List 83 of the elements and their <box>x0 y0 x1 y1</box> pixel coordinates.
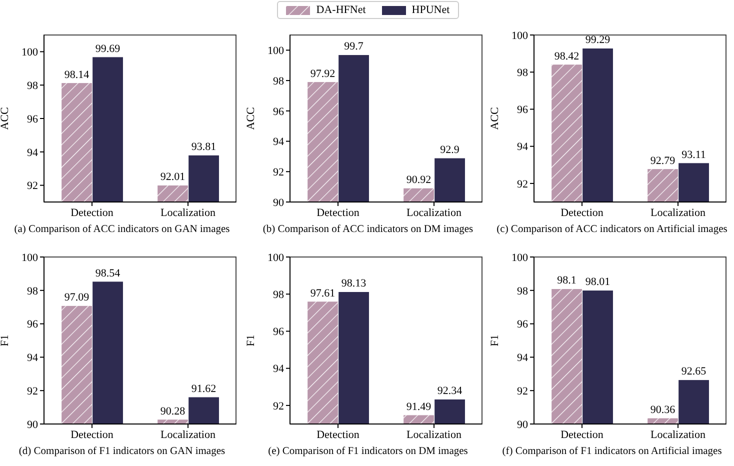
y-tick-label: 100 <box>268 45 284 58</box>
data-label: 98.14 <box>64 68 90 81</box>
y-tick-label: 94 <box>273 363 284 376</box>
data-label: 98.1 <box>557 274 576 287</box>
data-label: 92.34 <box>437 385 463 398</box>
y-tick-label: 94 <box>273 136 284 148</box>
x-tick-label: Detection <box>560 206 604 219</box>
y-tick-label: 100 <box>22 46 38 59</box>
data-label: 92.79 <box>650 154 676 167</box>
data-label: 98.54 <box>95 267 121 280</box>
x-tick-label: Detection <box>316 428 360 441</box>
y-tick-label: 92 <box>517 178 528 190</box>
x-tick-label: Localization <box>406 206 462 219</box>
x-tick-label: Detection <box>70 206 114 219</box>
y-tick-label: 92 <box>27 386 38 398</box>
legend-label: DA-HFNet <box>316 4 366 16</box>
y-tick-label: 96 <box>273 326 284 338</box>
x-tick-label: Detection <box>70 428 114 441</box>
y-tick-label: 94 <box>517 352 528 364</box>
data-label: 92.9 <box>440 144 460 156</box>
y-tick-label: 94 <box>27 146 38 159</box>
data-label: 98.01 <box>585 276 610 288</box>
y-tick-label: 98 <box>517 285 528 298</box>
text: (d) Comparison of F1 indicators on GAN images <box>18 446 226 457</box>
text: (e) Comparison of F1 indicators on DM images <box>267 446 469 457</box>
data-label: 97.61 <box>310 287 336 300</box>
data-label: 98.13 <box>341 278 367 290</box>
data-label: 92.01 <box>160 171 186 184</box>
text: (f) Comparison of F1 indicators on Artificial images <box>501 446 723 457</box>
data-label: 97.92 <box>310 68 336 80</box>
x-tick-label: Localization <box>406 428 462 441</box>
text: (c) Comparison of ACC indicators on Artificial images <box>496 224 728 235</box>
y-tick-label: 100 <box>512 252 528 264</box>
y-tick-label: 98 <box>27 80 38 92</box>
data-label: 99.29 <box>585 34 611 46</box>
y-tick-label: 98 <box>27 285 38 298</box>
x-tick-label: Detection <box>560 428 604 441</box>
y-tick-label: 92 <box>273 400 284 412</box>
data-label: 93.81 <box>191 141 216 154</box>
data-label: 93.11 <box>682 148 706 161</box>
data-label: 99.69 <box>95 42 121 55</box>
y-axis-title: ACC <box>0 107 11 130</box>
y-axis-title: ACC <box>488 107 501 130</box>
data-label: 90.36 <box>650 404 676 416</box>
x-tick-label: Localization <box>650 428 706 441</box>
y-tick-label: 96 <box>517 104 528 116</box>
y-tick-label: 92 <box>27 180 38 192</box>
y-tick-label: 100 <box>512 30 528 42</box>
text: (b) Comparison of ACC indicators on DM images <box>262 224 474 235</box>
y-tick-label: 92 <box>273 166 284 179</box>
x-tick-label: Localization <box>650 206 706 219</box>
x-tick-label: Localization <box>160 428 216 441</box>
y-tick-label: 96 <box>517 318 528 331</box>
data-label: 90.28 <box>160 405 186 418</box>
text: (a) Comparison of ACC indicators on GAN images <box>13 224 231 235</box>
data-label: 91.49 <box>406 400 432 413</box>
y-axis-title: F1 <box>244 334 257 346</box>
y-tick-label: 90 <box>273 196 284 209</box>
data-label: 90.92 <box>406 174 432 186</box>
y-tick-label: 96 <box>27 318 38 331</box>
y-tick-label: 92 <box>517 386 528 398</box>
data-label: 92.65 <box>681 366 707 378</box>
data-label: 91.62 <box>191 382 216 395</box>
y-axis-title: F1 <box>0 334 11 346</box>
y-tick-label: 94 <box>517 141 528 154</box>
data-label: 99.7 <box>344 40 364 53</box>
x-tick-label: Detection <box>316 206 360 219</box>
y-tick-label: 96 <box>27 113 38 126</box>
y-tick-label: 90 <box>27 418 38 431</box>
y-tick-label: 98 <box>273 75 284 88</box>
y-tick-label: 96 <box>273 106 284 118</box>
y-tick-label: 100 <box>22 252 38 264</box>
y-tick-label: 90 <box>517 418 528 431</box>
data-label: 97.09 <box>64 292 90 304</box>
x-tick-label: Localization <box>160 206 216 219</box>
y-axis-title: F1 <box>488 334 501 346</box>
y-axis-title: ACC <box>244 107 257 130</box>
y-tick-label: 94 <box>27 352 38 364</box>
legend-label: HPUNet <box>412 4 450 16</box>
data-label: 98.42 <box>554 50 580 62</box>
y-tick-label: 100 <box>268 252 284 264</box>
y-tick-label: 98 <box>517 67 528 80</box>
y-tick-label: 98 <box>273 289 284 302</box>
